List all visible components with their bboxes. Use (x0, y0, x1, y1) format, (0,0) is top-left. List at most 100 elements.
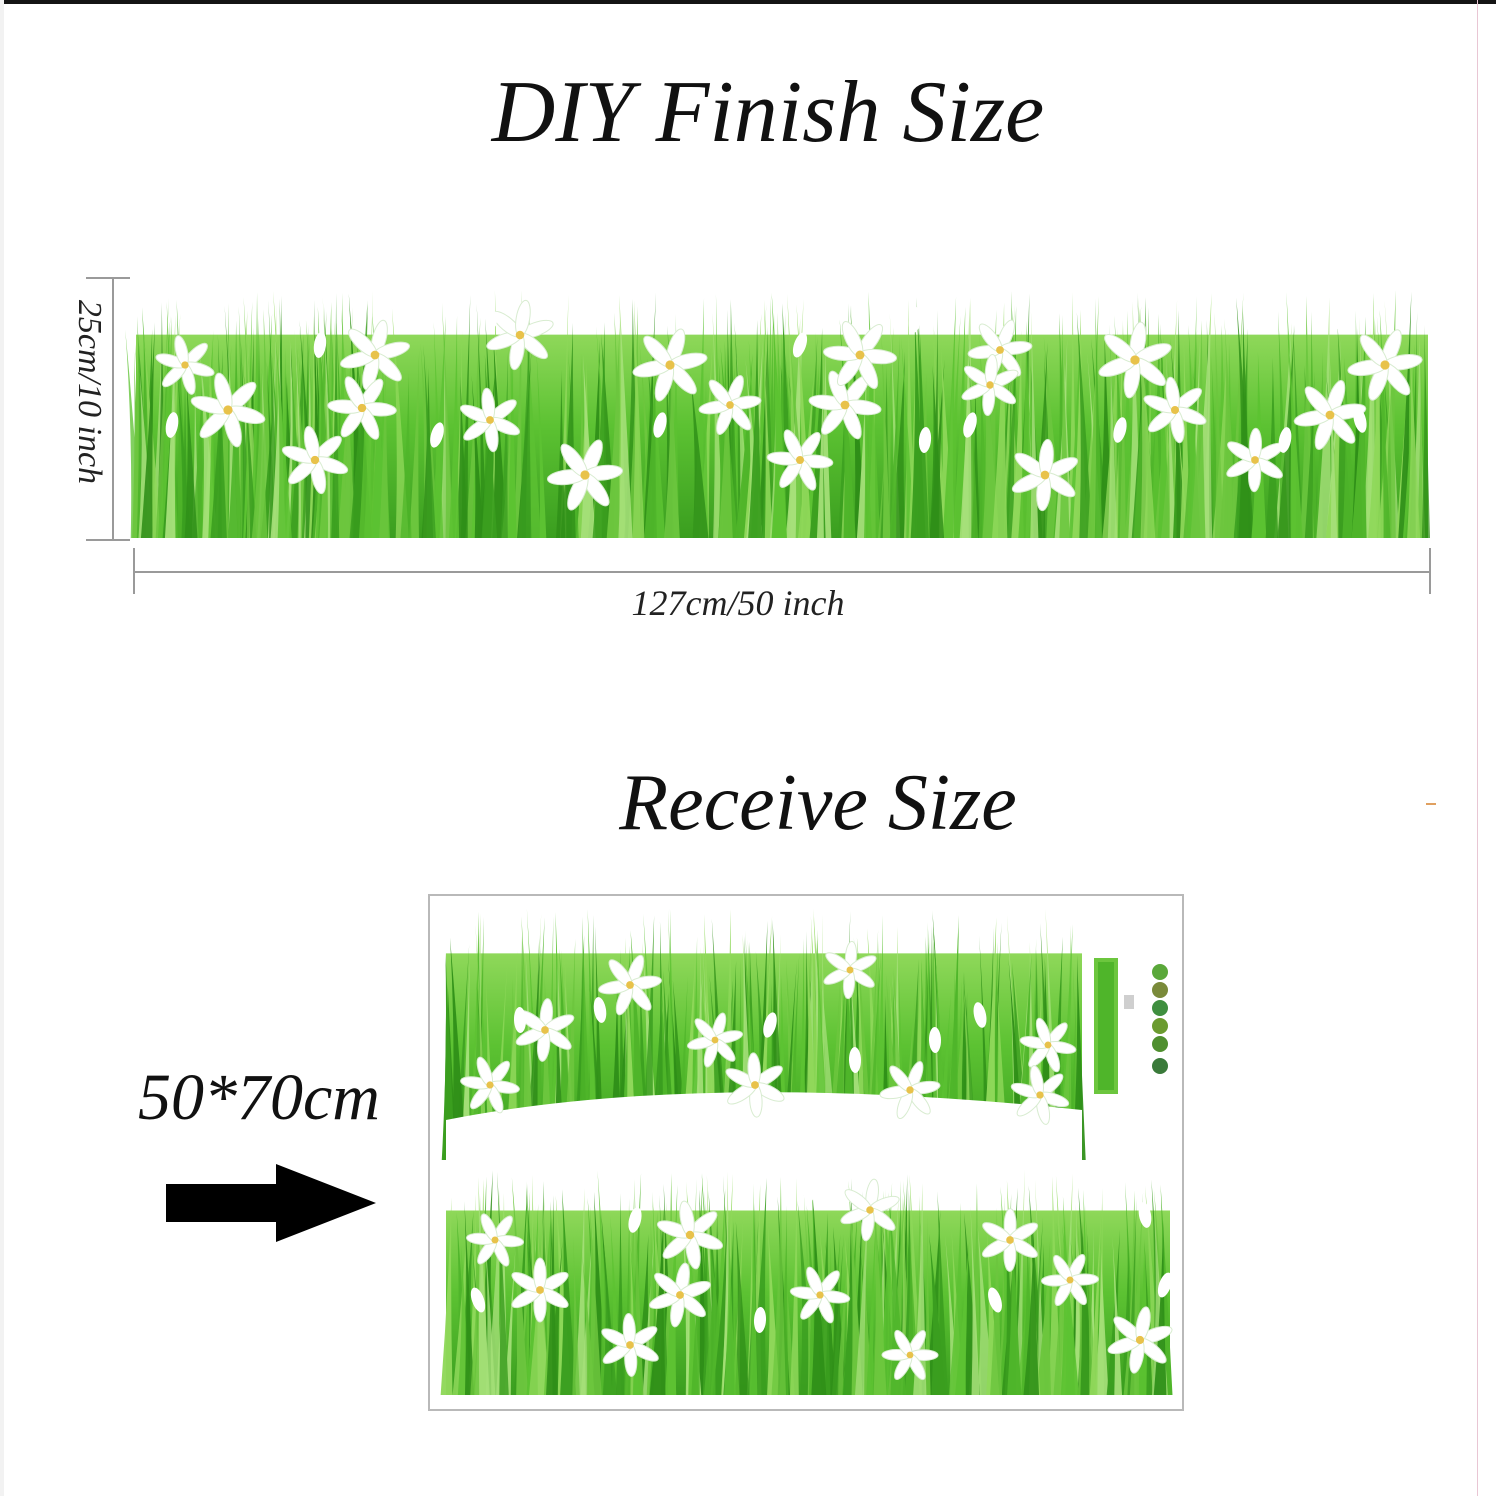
grass-blade (836, 1224, 850, 1395)
grass-blade (1094, 298, 1103, 538)
grass-blade (1089, 1203, 1102, 1395)
white-flower-icon (1107, 1306, 1173, 1374)
grass-blade (690, 373, 709, 538)
grass-blade (1417, 360, 1424, 538)
grass-blade (718, 346, 733, 538)
grass-blade (464, 1201, 475, 1395)
flower-center (486, 416, 494, 424)
flower-bud (1353, 407, 1367, 433)
grass-blade (1112, 1236, 1123, 1395)
grass-blade (513, 290, 522, 538)
grass-blade (1023, 1226, 1040, 1395)
white-flower-icon (1347, 329, 1423, 401)
grass-blade (734, 1221, 750, 1395)
grass-blade (814, 1212, 831, 1395)
grass-blade (1036, 1237, 1051, 1395)
grass-blade (649, 1208, 666, 1395)
sheet-brand-label (1094, 958, 1168, 1094)
flower-center (370, 350, 380, 360)
grass-blade (577, 916, 592, 1160)
grass-blade (460, 295, 471, 538)
grass-blade (592, 322, 609, 538)
flower-center (795, 455, 805, 465)
flower-center (906, 1086, 914, 1094)
white-flower-icon (1010, 1065, 1070, 1125)
flower-center (310, 455, 320, 465)
flower-center (855, 350, 865, 360)
grass-blade (724, 1218, 736, 1395)
grass-blade (1219, 352, 1234, 538)
grass-blade (1224, 319, 1237, 538)
flower-bud (430, 422, 444, 448)
flower-center (866, 1206, 874, 1214)
grass-blade (970, 1206, 980, 1395)
grass-blade (1368, 330, 1381, 538)
flower-center (357, 403, 367, 413)
grass-blade (910, 308, 926, 538)
grass-blade (1351, 316, 1367, 538)
grass-blade (664, 352, 680, 538)
flower-bud (483, 302, 497, 328)
flower-center (1251, 456, 1259, 464)
flower-bud (1157, 1272, 1173, 1298)
finish-size-title: DIY Finish Size (491, 64, 1045, 161)
flower-bud (470, 1287, 486, 1313)
grass-blade (981, 917, 997, 1160)
flower-center (840, 400, 850, 410)
white-flower-icon (840, 1178, 900, 1242)
flower-bud (971, 1117, 985, 1143)
grass-blade (518, 307, 532, 538)
grass-blade (873, 1186, 887, 1395)
flower-center (726, 401, 734, 409)
grass-blade (442, 302, 454, 538)
grass-blade (560, 1189, 577, 1395)
flower-bud (963, 412, 977, 438)
grass-blade (559, 295, 569, 538)
grass-blade (750, 1177, 767, 1395)
grass-blade (854, 1185, 870, 1395)
grass-blade (450, 937, 467, 1160)
grass-border-sticker (125, 290, 1431, 538)
grass-blade (749, 1183, 758, 1395)
flower-bud (908, 307, 922, 333)
grass-blade (560, 322, 576, 538)
grass-blade (485, 1241, 496, 1395)
flower-bud (1113, 417, 1127, 443)
grass-blade (831, 1234, 844, 1395)
grass-blade (1007, 1213, 1022, 1395)
flower-center (816, 1291, 824, 1299)
grass-blade (588, 1206, 602, 1395)
flower-center (711, 1036, 719, 1044)
flower-center (541, 1026, 549, 1034)
flower-center (1066, 1276, 1074, 1284)
white-flower-icon (546, 439, 624, 511)
top-border (0, 0, 1496, 4)
grass-blade (1076, 312, 1093, 538)
white-flower-icon (1098, 321, 1172, 399)
grass-blade (1407, 349, 1421, 538)
flower-center (665, 360, 675, 370)
flower-center (1325, 410, 1335, 420)
grass-blade (460, 957, 470, 1160)
white-flower-icon (465, 1213, 525, 1267)
white-flower-icon (460, 1056, 520, 1114)
grass-blade (504, 1246, 516, 1395)
flower-center (491, 1236, 499, 1244)
white-flower-icon (725, 1052, 785, 1118)
grass-blade (703, 1229, 719, 1395)
flower-center (626, 981, 634, 989)
grass-blade (140, 322, 155, 538)
flower-center (515, 330, 525, 340)
white-flower-icon (698, 375, 762, 435)
grass-blade (212, 345, 232, 538)
flower-bud (848, 1047, 862, 1073)
grass-blade (448, 315, 460, 538)
grass-blade (664, 1184, 678, 1395)
grass-blade (701, 374, 709, 538)
white-flower-icon (961, 353, 1019, 417)
grass-blade (955, 1239, 970, 1395)
grass-blade (1277, 324, 1295, 538)
grass-blade (703, 1191, 710, 1395)
flower-center (580, 470, 590, 480)
